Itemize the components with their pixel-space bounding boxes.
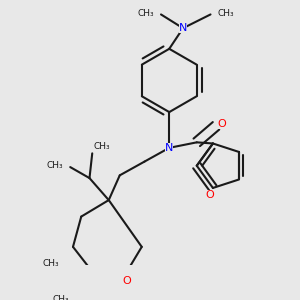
Text: CH₃: CH₃ — [47, 161, 63, 170]
Text: O: O — [122, 276, 131, 286]
Text: CH₃: CH₃ — [43, 259, 59, 268]
Text: CH₃: CH₃ — [218, 9, 234, 18]
Text: O: O — [217, 119, 226, 130]
Text: CH₃: CH₃ — [52, 295, 69, 300]
Text: N: N — [179, 23, 187, 33]
Text: N: N — [165, 143, 173, 153]
Text: CH₃: CH₃ — [94, 142, 110, 151]
Text: CH₃: CH₃ — [137, 9, 154, 18]
Text: O: O — [206, 190, 214, 200]
